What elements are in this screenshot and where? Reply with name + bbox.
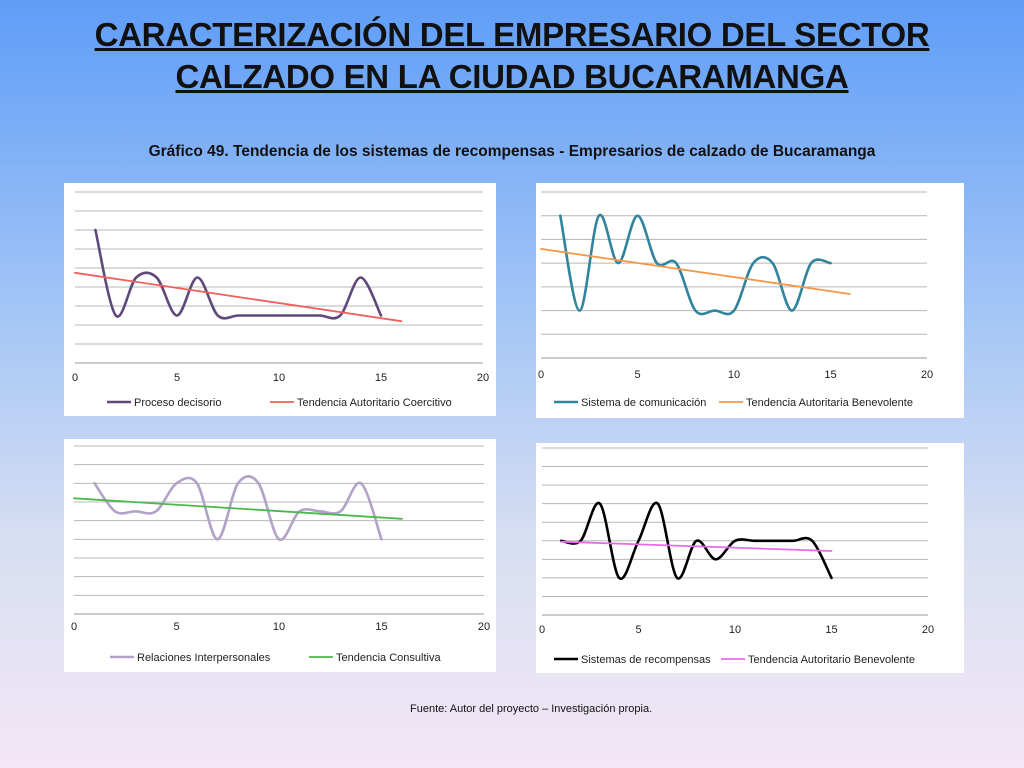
title-line-2: CALZADO EN LA CIUDAD BUCARAMANGA: [175, 58, 849, 95]
x-tick-label: 15: [375, 372, 387, 384]
x-tick-label: 10: [728, 369, 740, 381]
x-tick-label: 10: [273, 372, 285, 384]
legend-label: Tendencia Autoritario Benevolente: [748, 654, 915, 666]
x-tick-label: 0: [539, 624, 545, 636]
slide-title: CARACTERIZACIÓN DEL EMPRESARIO DEL SECTO…: [0, 14, 1024, 98]
series-line: [94, 228, 383, 320]
title-line-1: CARACTERIZACIÓN DEL EMPRESARIO DEL SECTO…: [94, 16, 930, 53]
legend-label: Tendencia Consultiva: [336, 652, 441, 664]
x-tick-label: 15: [824, 369, 836, 381]
x-tick-label: 20: [478, 621, 490, 633]
x-tick-label: 10: [273, 621, 285, 633]
chart-2-svg: 0 5 10 15 20 Sistema de comunicación Tendencia…: [538, 191, 933, 409]
chart-panel-1: 0 5 10 15 20 Proceso decisorio Tendencia Autor…: [64, 183, 496, 416]
source-note: Fuente: Autor del proyecto – Investigaci…: [410, 703, 653, 715]
legend-label: Proceso decisorio: [134, 397, 221, 409]
x-tick-label: 5: [635, 624, 641, 636]
chart-panel-3: 0 5 10 15 20 Relaciones Interpersonales Tenden…: [64, 439, 496, 672]
legend-label: Sistema de comunicación: [581, 397, 706, 409]
series-line: [559, 213, 832, 316]
x-tick-label: 10: [729, 624, 741, 636]
chart-caption: Gráfico 49. Tendencia de los sistemas de…: [148, 143, 876, 160]
series-line: [560, 501, 833, 580]
chart-3-svg: 0 5 10 15 20 Relaciones Interpersonales Tenden…: [71, 445, 490, 664]
series-line: [93, 475, 383, 541]
trend-line: [74, 271, 403, 323]
x-tick-label: 20: [477, 372, 489, 384]
legend-label: Sistemas de recompensas: [581, 654, 711, 666]
chart-panel-2: 0 5 10 15 20 Sistema de comunicación Tendencia…: [536, 183, 964, 418]
legend-label: Relaciones Interpersonales: [137, 652, 271, 664]
x-tick-label: 15: [825, 624, 837, 636]
legend-label: Tendencia Autoritario Coercitivo: [297, 397, 452, 409]
x-tick-label: 20: [921, 369, 933, 381]
legend-label: Tendencia Autoritaria Benevolente: [746, 397, 913, 409]
x-tick-label: 5: [634, 369, 640, 381]
x-tick-label: 20: [922, 624, 934, 636]
chart-4-svg: 0 5 10 15 20 Sistemas de recompensas Tendencia…: [539, 447, 934, 666]
trend-line: [540, 248, 851, 295]
trend-line: [73, 497, 403, 520]
chart-panel-4: 0 5 10 15 20 Sistemas de recompensas Tendencia…: [536, 443, 964, 673]
x-tick-label: 0: [538, 369, 544, 381]
x-tick-label: 5: [174, 372, 180, 384]
x-tick-label: 0: [72, 372, 78, 384]
chart-1-svg: 0 5 10 15 20 Proceso decisorio Tendencia Autor…: [72, 191, 489, 409]
x-tick-label: 15: [375, 621, 387, 633]
x-tick-label: 5: [173, 621, 179, 633]
x-tick-label: 0: [71, 621, 77, 633]
trend-line: [560, 540, 833, 552]
